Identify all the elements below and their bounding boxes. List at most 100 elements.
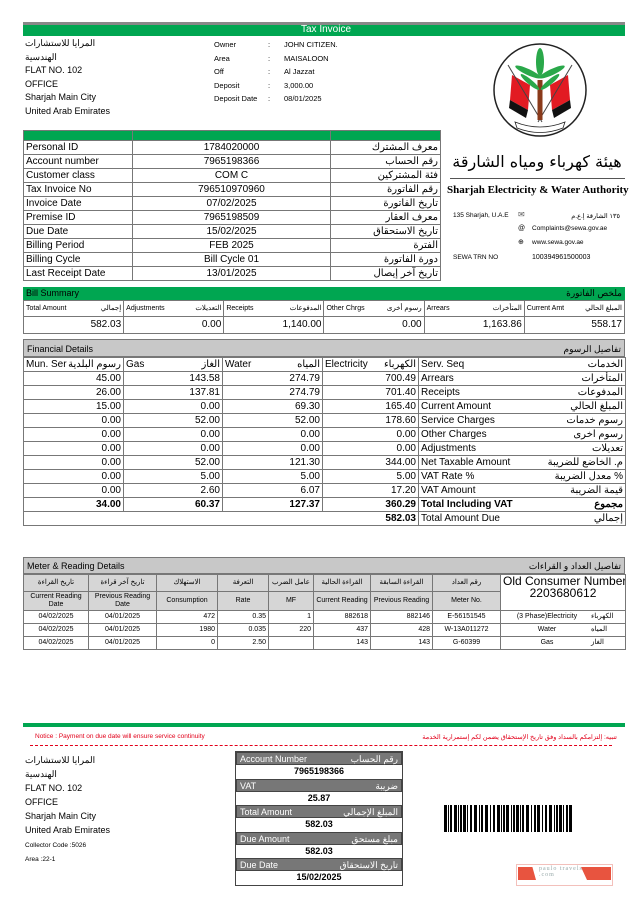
barcode-bar	[467, 805, 468, 832]
address-line: Sharjah Main City	[25, 811, 97, 821]
field-label-ar: الفترة	[330, 238, 441, 253]
meter-reading-table: تاريخ القراءة تاريخ آخر قراءة الاستهلاك الت…	[23, 574, 626, 650]
table-row: Last Receipt Date 13/01/2025 تاريخ آخر إيص…	[23, 266, 441, 281]
service-pair: Net Taxable Amount م. الخاضع للضريبة	[421, 457, 623, 469]
header-row-ar: تاريخ القراءة تاريخ آخر قراءة الاستهلاك الت…	[23, 574, 626, 611]
address-line: FLAT NO. 102	[25, 65, 83, 75]
section-title-ar: ملخص الفاتورة	[566, 288, 622, 298]
pobox-en: 135 Sharjah, U.A.E	[453, 212, 509, 219]
barcode-bar	[454, 805, 457, 832]
column-header-ar: القراءة السابقة	[370, 574, 433, 592]
service-pair: Adjustments تعديلات	[421, 443, 623, 455]
top-rule	[23, 22, 625, 25]
table-row: 45.00 143.58 274.79 700.49 Arrears المتأخرات	[23, 371, 626, 386]
label-ar: تاريخ الاستحقاق	[339, 860, 398, 870]
column-header-en: Current Reading	[313, 591, 371, 611]
summary-label-pair: Arrears المتأخرات	[427, 303, 522, 315]
service-pair: Service Charges رسوم خدمات	[421, 415, 623, 427]
field-label-ar: رقم الفاتورة	[330, 182, 441, 197]
mun-amount: 0.00	[23, 483, 124, 498]
elec-amount: 701.40	[322, 385, 419, 400]
notice-ar: تنبيه: إلتزامكم بالسداد وفق تاريخ الإستح…	[422, 734, 617, 741]
field-value: 796510970960	[132, 182, 331, 197]
header-pair: Serv. Seq الخدمات	[421, 359, 623, 371]
label-en: Due Amount	[240, 833, 290, 844]
field-label-ar: تاريخ الاستحقاق	[330, 224, 441, 239]
header-pair: Gas الغاز	[126, 359, 220, 371]
meta-row: Deposit: 3,000.00	[214, 79, 338, 93]
mun-amount: 45.00	[23, 371, 124, 386]
table-row: Premise ID 7965198509 معرف العقار	[23, 210, 441, 225]
prev-date: 04/01/2025	[88, 636, 157, 650]
table-row: Invoice Date 07/02/2025 تاريخ الفاتورة	[23, 196, 441, 211]
service-pair: Receipts المدفوعات	[421, 387, 623, 399]
gas-amount: 143.58	[123, 371, 223, 386]
gas-amount: 60.37	[123, 497, 223, 512]
column-header-en: Consumption	[156, 591, 218, 611]
service-en: Water	[537, 626, 557, 633]
consumption: 1980	[156, 623, 218, 637]
column-header-ar: رقم العداد	[432, 574, 501, 592]
table-row: Tax Invoice No 796510970960 رقم الفاتورة	[23, 182, 441, 197]
email-link[interactable]: Complaints@sewa.gov.ae	[532, 225, 608, 232]
barcode-bar	[569, 805, 572, 832]
water-amount: 69.30	[222, 399, 323, 414]
field-label-ar: تاريخ الفاتورة	[330, 196, 441, 211]
field-label: Premise ID	[23, 210, 133, 225]
water-amount: 274.79	[222, 385, 323, 400]
old-consumer-number: 2203680612	[529, 586, 597, 600]
gas-amount: 52.00	[123, 455, 223, 470]
rate: 0.035	[217, 623, 269, 637]
meta-row: Deposit Date: 08/01/2025	[214, 92, 338, 106]
barcode-bar	[450, 805, 452, 832]
service-label: VAT Amount قيمة الضريبة	[418, 483, 626, 498]
field-label: Customer class	[23, 168, 133, 183]
service-ar: المتأخرات	[581, 372, 623, 384]
prev: 428	[370, 623, 433, 637]
elec-amount: 17.20	[322, 483, 419, 498]
summary-value: 0.00	[123, 316, 225, 334]
barcode-bar	[542, 805, 543, 832]
column-header: Water المياه	[222, 357, 323, 372]
service-pair: Current Amount المبلغ الحالي	[421, 401, 623, 413]
service-en: (3 Phase)Electricity	[516, 613, 578, 620]
field-value: 7965198509	[132, 210, 331, 225]
section-title-ar: تفاصيل الرسوم	[563, 344, 621, 354]
column-header-en: MF	[268, 591, 314, 611]
service-label: Net Taxable Amount م. الخاضع للضريبة	[418, 455, 626, 470]
column-header: Serv. Seq الخدمات	[418, 357, 626, 372]
meta-label: Off	[214, 67, 224, 76]
barcode-bar	[503, 805, 505, 832]
barcode-bar	[458, 805, 459, 832]
barcode-bar	[474, 805, 477, 832]
slip-value: 15/02/2025	[296, 872, 342, 882]
label-ar: ضريبة	[375, 780, 398, 791]
gas-amount: 2.60	[123, 483, 223, 498]
field-label: Personal ID	[23, 140, 133, 155]
table-row: Customer class COM C فئة المشتركين	[23, 168, 441, 183]
service-en: Adjustments	[421, 442, 477, 454]
financial-header: Financial Details تفاصيل الرسوم	[23, 339, 625, 357]
barcode-bar	[448, 805, 449, 832]
service-label: Current Amount المبلغ الحالي	[418, 399, 626, 414]
service-type: Water المياه	[500, 623, 626, 637]
field-label: Billing Period	[23, 238, 133, 253]
label-en: Total Amount	[240, 807, 293, 817]
website-link[interactable]: www.sewa.gov.ae	[532, 239, 584, 246]
service-en: Other Charges	[421, 428, 487, 440]
slip-label: Account Number رقم الحساب	[236, 752, 402, 765]
summary-label-pair: Receipts المدفوعات	[226, 303, 321, 315]
cur: 437	[313, 623, 371, 637]
barcode-bar	[490, 805, 491, 832]
label-en: VAT	[240, 780, 257, 791]
authority-name-en: Sharjah Electricity & Water Authority	[447, 184, 629, 196]
service-ar: تعديلات	[591, 442, 623, 454]
watermark-logo: paulo travels .com	[516, 864, 613, 886]
label-ar: إجمالي	[100, 304, 122, 312]
gas-amount: 52.00	[123, 413, 223, 428]
authority-name-ar: هيئة كهرباء ومياه الشارقة	[452, 152, 622, 171]
section-title: Financial Details	[27, 344, 94, 354]
table-row: Personal ID 1784020000 معرف المشترك	[23, 140, 441, 155]
elec-amount: 700.49	[322, 371, 419, 386]
trn-label: SEWA TRN NO	[453, 254, 499, 261]
